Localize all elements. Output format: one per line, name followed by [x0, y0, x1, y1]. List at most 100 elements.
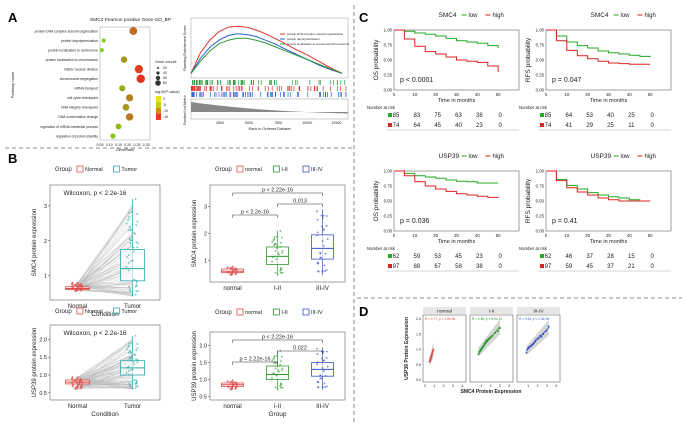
pathway-dot	[129, 27, 138, 35]
risk-value: 53	[434, 254, 441, 260]
box-point	[235, 386, 238, 389]
facet-xtick: 3	[499, 384, 501, 388]
box-point	[277, 251, 280, 254]
gsea-ranked-frame	[190, 98, 349, 120]
risk-value: 75	[434, 113, 441, 119]
gsea-hit	[298, 86, 300, 91]
box-point	[79, 283, 82, 285]
km-ylabel: RFS probability	[525, 37, 532, 82]
box-point	[271, 373, 274, 375]
legend-p-label: -15	[163, 115, 168, 119]
gsea-xlabel: Rank in Ordered Dataset	[249, 127, 292, 131]
comparison-label: 0.013	[293, 199, 307, 205]
risk-value: 63	[455, 113, 462, 119]
box-point	[136, 220, 139, 223]
box-body	[266, 365, 289, 381]
risk-value: 97	[545, 264, 552, 270]
box-point	[126, 255, 129, 258]
gsea-hit	[258, 86, 259, 91]
box-point	[276, 273, 279, 276]
box-point	[125, 222, 128, 225]
gsea-hit	[271, 92, 272, 97]
km-pvalue: p = 0.047	[552, 77, 581, 84]
km-xtick: 10	[412, 92, 417, 97]
gsea-hit	[297, 92, 298, 97]
box-point	[127, 374, 130, 376]
box-point	[325, 215, 328, 217]
box-point	[322, 245, 325, 247]
gsea-hit	[225, 92, 227, 97]
gsea-hit	[310, 86, 312, 91]
box-point	[231, 268, 234, 271]
km-ytick: 1.00	[536, 169, 545, 174]
facet-strip	[517, 307, 560, 314]
box-point	[324, 270, 327, 272]
box-point	[234, 388, 237, 390]
gsea-hit	[195, 86, 197, 91]
box-ylabel: SMC4 protein expression	[32, 209, 38, 276]
risk-value: 0	[498, 123, 502, 129]
gsea-hit	[341, 92, 342, 97]
comparison-label: p < 2.22e-16	[262, 335, 293, 341]
gsea-hit	[345, 86, 347, 91]
paired-line	[77, 340, 133, 379]
box-ytick: 2	[204, 232, 207, 238]
gsea-hit	[198, 92, 200, 97]
box-point	[130, 211, 133, 213]
box-point	[126, 366, 129, 369]
legend-count-dot	[156, 71, 160, 75]
box-point	[324, 375, 327, 377]
box-point	[281, 369, 283, 372]
box-point	[325, 350, 328, 353]
gsea-hit	[233, 92, 234, 97]
gsea-hit	[206, 80, 207, 85]
box-point	[325, 385, 328, 388]
box-point	[133, 353, 135, 356]
gsea-hit	[309, 80, 311, 85]
gsea-hit	[207, 80, 209, 85]
box-point	[275, 355, 278, 357]
box-point	[125, 265, 128, 268]
facet-xtick: 1	[433, 384, 435, 388]
gsea-hit	[319, 92, 321, 97]
km-ytick: 0.00	[536, 229, 545, 234]
gsea-ylabel-top: Running Enrichment Score	[183, 25, 187, 70]
gsea-hit	[193, 80, 195, 85]
km-pvalue: p = 0.036	[400, 218, 429, 225]
paired-line	[77, 385, 133, 389]
box-point	[280, 355, 283, 358]
gsea-hit	[195, 80, 197, 85]
box-point	[273, 357, 276, 359]
box-stat: Wilcoxon, p < 2.2e-16	[63, 190, 126, 197]
box-legend-label: III-IV	[311, 310, 323, 316]
box-point	[127, 262, 130, 264]
gsea-hit	[237, 86, 239, 91]
box-point	[136, 246, 139, 249]
box-point	[273, 236, 276, 239]
box-point	[317, 270, 319, 272]
box-point	[131, 235, 133, 238]
risk-value: 0	[650, 123, 654, 129]
facet-xtick: 4	[508, 384, 510, 388]
box-stat: Wilcoxon, p < 2.2e-16	[63, 330, 126, 337]
pathway-label: cell cycle checkpoint	[67, 96, 98, 100]
facet-xtick: 2	[537, 384, 539, 388]
km-xtick: 30	[606, 233, 611, 238]
box-point	[323, 264, 326, 267]
paired-line	[77, 280, 133, 286]
box-point	[127, 369, 130, 372]
km-legend-label: low	[621, 154, 631, 160]
regression-line	[429, 349, 434, 363]
gsea-hit	[279, 86, 280, 91]
gsea-hit	[241, 80, 242, 85]
gsea-hit	[280, 92, 281, 97]
box-point	[280, 386, 282, 389]
risk-value: 29	[586, 123, 593, 129]
box-xtick: normal	[223, 286, 241, 292]
gsea-hit	[234, 80, 236, 85]
box-point	[271, 359, 274, 362]
box-point	[137, 242, 139, 245]
risk-swatch	[540, 113, 544, 117]
facet-stat: R = 0.61, p < 2.3e-08	[519, 317, 549, 321]
box-legend-swatch	[76, 307, 84, 315]
